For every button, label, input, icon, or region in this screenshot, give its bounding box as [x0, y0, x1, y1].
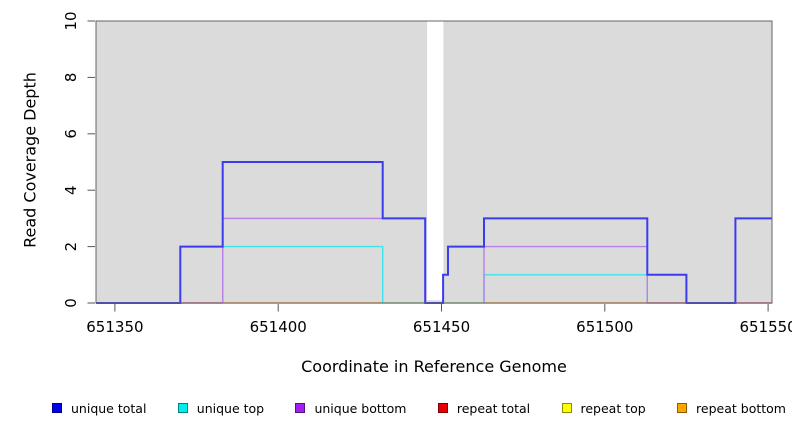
legend-label: repeat total: [456, 400, 531, 416]
legend-item-repeat-bottom: repeat bottom: [677, 401, 786, 416]
x-tick-label: 651450: [413, 318, 470, 336]
legend-swatch-icon: [52, 403, 62, 413]
legend-swatch-icon: [177, 403, 188, 413]
y-tick-label: 6: [62, 129, 80, 139]
series-unique-total: [96, 161, 772, 304]
legend-label: unique total: [71, 400, 147, 416]
legend-label: unique top: [196, 400, 265, 416]
y-tick-label: 0: [62, 298, 80, 308]
legend-label: repeat top: [580, 400, 646, 416]
y-tick-label: 8: [62, 73, 80, 83]
legend-item-unique-top: unique top: [177, 400, 265, 416]
legend-item-unique-bottom: unique bottom: [295, 400, 407, 416]
y-tick-label: 10: [62, 11, 80, 30]
y-axis-title: Read Coverage Depth: [20, 72, 40, 248]
legend-swatch-icon: [561, 403, 572, 413]
legend-item-repeat-total: repeat total: [437, 400, 531, 416]
legend-label: repeat bottom: [696, 400, 786, 416]
legend-label: unique bottom: [314, 400, 407, 416]
x-tick-label: 651550: [739, 318, 792, 336]
chart-legend: unique total unique top unique bottom repea…: [52, 398, 786, 418]
gap-band: [427, 21, 444, 301]
x-tick-label: 651500: [576, 318, 633, 336]
plot-border: [95, 20, 773, 304]
x-tick-label: 651350: [86, 318, 143, 336]
y-tick-label: 4: [62, 185, 80, 195]
x-tick-label: 651400: [250, 318, 307, 336]
legend-swatch-icon: [295, 403, 306, 413]
legend-swatch-icon: [677, 403, 688, 413]
legend-swatch-icon: [437, 403, 448, 413]
x-axis-title: Coordinate in Reference Genome: [301, 357, 567, 376]
legend-item-unique-total: unique total: [52, 401, 146, 416]
legend-item-repeat-top: repeat top: [561, 400, 646, 416]
y-tick-label: 2: [62, 242, 80, 252]
